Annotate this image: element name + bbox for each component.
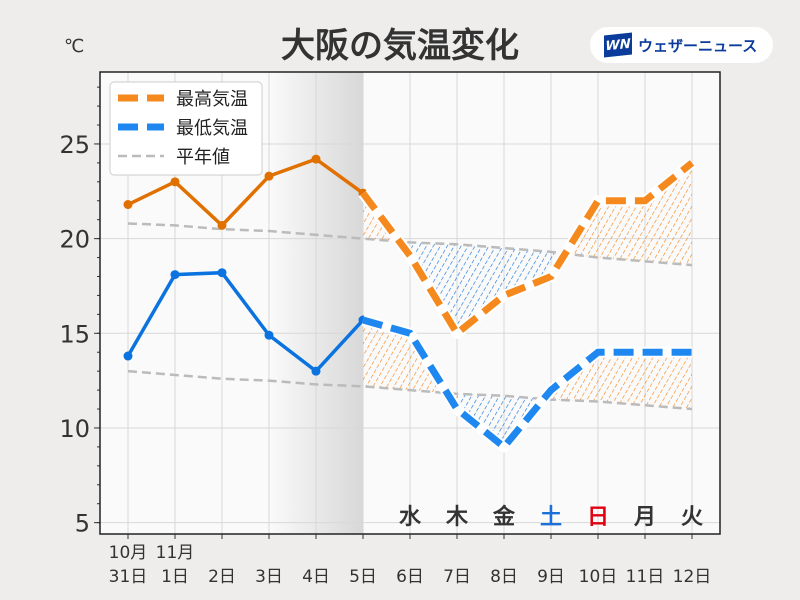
x-tick-label: 1日 (161, 567, 189, 587)
weekday-label: 金 (492, 504, 516, 530)
anomaly-fill (645, 162, 692, 266)
x-tick-label: 11日 (626, 567, 665, 587)
low-temp-point (217, 268, 227, 278)
high-temp-point (217, 220, 227, 230)
x-tick-label: 8日 (490, 567, 518, 587)
y-tick-label: 15 (59, 320, 90, 348)
anomaly-fill (645, 352, 692, 410)
x-tick-label: 10日 (579, 567, 618, 587)
y-tick-label: 25 (59, 131, 90, 159)
anomaly-fill (363, 320, 410, 391)
low-temp-point (170, 270, 180, 280)
anomaly-fill (598, 352, 645, 406)
chart-title: 大阪の気温変化 (281, 26, 519, 66)
x-month-label: 11月 (156, 543, 195, 563)
x-tick-label: 7日 (443, 567, 471, 587)
y-axis-unit: ℃ (64, 36, 85, 57)
x-tick-label: 12日 (673, 567, 712, 587)
high-temp-point (311, 154, 321, 164)
high-temp-point (170, 177, 180, 187)
x-tick-label: 4日 (302, 567, 330, 587)
x-month-label: 10月 (109, 543, 148, 563)
x-tick-label: 6日 (396, 567, 424, 587)
low-temp-forecast-line (362, 316, 692, 452)
weekday-label: 木 (445, 505, 469, 530)
legend-label: 最低気温 (176, 118, 248, 139)
low-temp-point (264, 330, 274, 340)
x-tick-label: 5日 (349, 567, 377, 587)
low-temp-point (311, 366, 321, 376)
legend-label: 平年値 (176, 147, 230, 168)
high-temp-forecast-line (360, 160, 695, 339)
weekday-label: 火 (681, 505, 703, 530)
high-temp-point (123, 200, 133, 210)
y-tick-label: 5 (75, 510, 90, 538)
x-tick-label: 31日 (109, 567, 148, 587)
weekday-label: 月 (633, 505, 656, 530)
high-temp-point (264, 171, 274, 181)
anomaly-fill (504, 248, 551, 296)
low-temp-point (123, 351, 133, 361)
normal-line (127, 222, 693, 267)
logo-text: ウェザーニュース (638, 36, 758, 55)
y-tick-label: 10 (59, 415, 90, 443)
low-temp-line (126, 270, 365, 374)
x-tick-label: 2日 (208, 567, 236, 587)
weekday-label: 日 (587, 505, 609, 530)
x-tick-label: 3日 (255, 567, 283, 587)
weathernews-logo: WN ウェザーニュース (590, 27, 773, 63)
x-tick-label: 9日 (537, 567, 565, 587)
weekday-label: 水 (399, 505, 422, 530)
anomaly-fill (457, 244, 504, 334)
legend-label: 最高気温 (176, 89, 248, 110)
high-temp-line (127, 157, 365, 228)
weekday-label: 土 (540, 505, 562, 530)
anomaly-fill (598, 200, 645, 262)
y-tick-label: 20 (59, 226, 90, 254)
legend-box (109, 81, 263, 176)
normal-line (127, 369, 693, 411)
